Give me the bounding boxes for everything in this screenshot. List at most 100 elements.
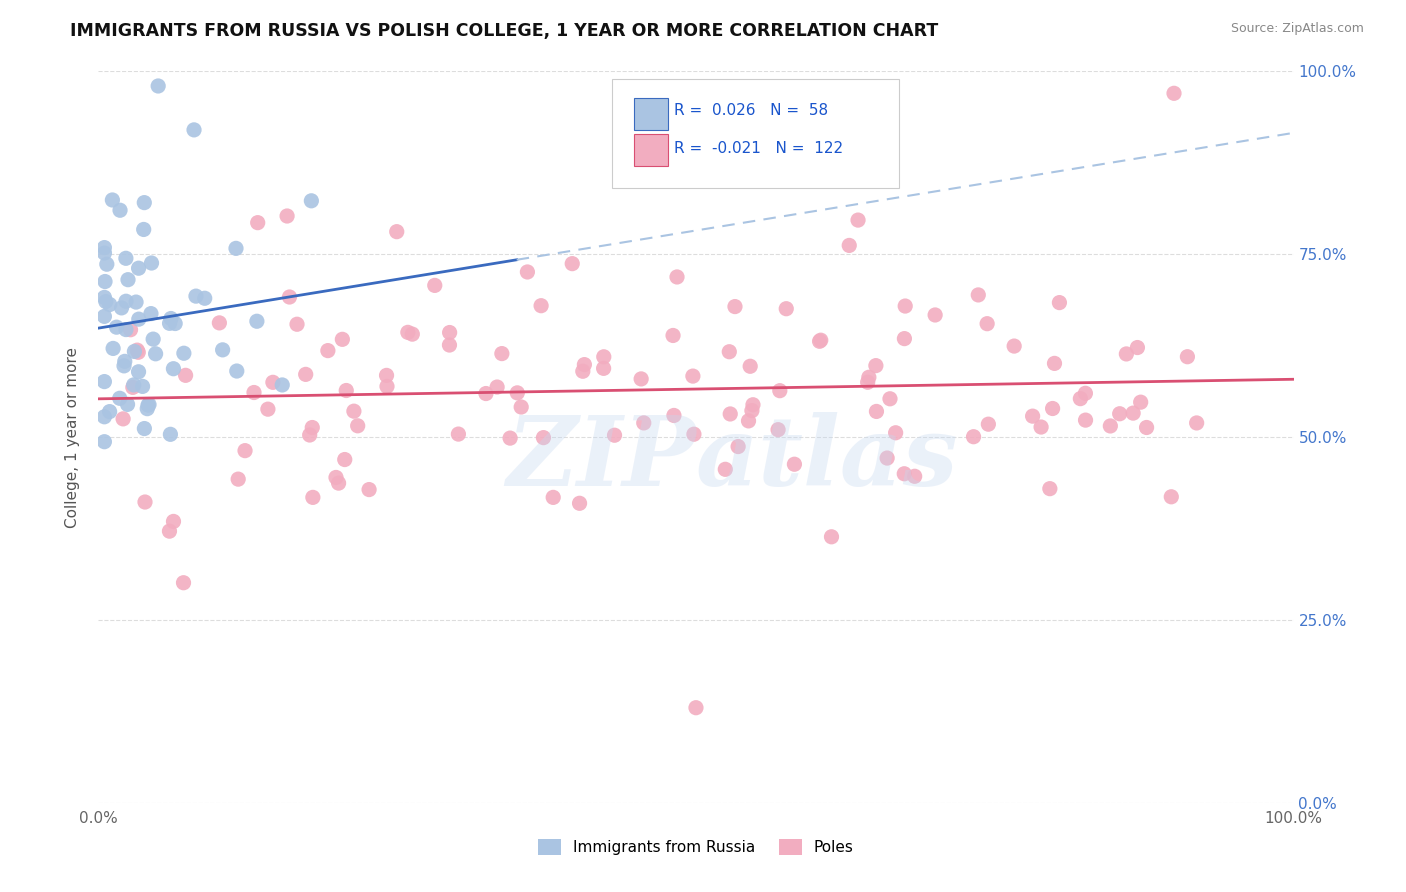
Point [530, 299, 553, 313]
Point [184, 289, 207, 303]
Point [439, 338, 461, 352]
Point [330, 332, 353, 346]
Legend: Immigrants from Russia, Poles: Immigrants from Russia, Poles [533, 833, 859, 861]
Point [1122, 406, 1144, 420]
Point [893, 467, 915, 481]
Point [630, 372, 652, 386]
Point [884, 425, 907, 440]
Point [541, 491, 564, 505]
Point [127, 343, 149, 358]
Point [112, 412, 135, 426]
Point [375, 379, 398, 393]
Point [96, 257, 118, 271]
Point [121, 380, 143, 394]
Point [299, 194, 322, 208]
Point [396, 326, 419, 340]
Point [737, 414, 759, 428]
Point [335, 384, 357, 398]
Point [246, 314, 269, 328]
Point [423, 278, 446, 293]
Point [574, 358, 596, 372]
Point [93, 241, 115, 255]
Point [561, 257, 583, 271]
Point [148, 78, 170, 93]
Point [128, 312, 150, 326]
Point [333, 452, 356, 467]
Point [302, 491, 325, 505]
Point [592, 350, 614, 364]
Point [1069, 392, 1091, 406]
Point [718, 344, 741, 359]
Point [316, 343, 339, 358]
Point [101, 342, 124, 356]
Point [1126, 341, 1149, 355]
Point [1108, 407, 1130, 421]
Point [683, 427, 706, 442]
Point [475, 386, 498, 401]
Point [294, 368, 316, 382]
Point [226, 472, 249, 486]
Point [114, 354, 136, 368]
Point [1185, 416, 1208, 430]
Point [1074, 386, 1097, 401]
Text: ZIP: ZIP [506, 412, 696, 506]
Point [160, 311, 183, 326]
Point [924, 308, 946, 322]
Point [385, 225, 408, 239]
Text: R =  0.026   N =  58: R = 0.026 N = 58 [675, 103, 828, 119]
Point [159, 316, 181, 330]
Point [876, 451, 898, 466]
Point [328, 476, 350, 491]
Point [174, 368, 197, 383]
Point [1042, 401, 1064, 416]
FancyBboxPatch shape [634, 98, 668, 130]
Point [662, 409, 685, 423]
Point [120, 323, 142, 337]
Point [1115, 347, 1137, 361]
Point [105, 320, 128, 334]
Point [977, 417, 1000, 432]
Point [516, 265, 538, 279]
Point [94, 275, 117, 289]
Point [225, 241, 247, 255]
Point [685, 700, 707, 714]
Point [112, 359, 135, 373]
Point [742, 398, 765, 412]
Point [1177, 350, 1199, 364]
Point [856, 376, 879, 390]
Point [447, 427, 470, 442]
Point [117, 397, 139, 411]
Point [136, 401, 159, 416]
Point [298, 428, 321, 442]
Point [138, 398, 160, 412]
Point [740, 359, 762, 374]
Point [820, 530, 842, 544]
Point [94, 294, 117, 309]
Point [141, 256, 163, 270]
Point [879, 392, 901, 406]
Text: R =  -0.021   N =  122: R = -0.021 N = 122 [675, 141, 844, 156]
Point [592, 361, 614, 376]
Point [375, 368, 398, 383]
Point [506, 385, 529, 400]
Point [115, 252, 138, 266]
Point [117, 273, 139, 287]
Point [93, 375, 115, 389]
Point [162, 515, 184, 529]
Point [491, 346, 513, 360]
Point [93, 434, 115, 449]
Point [134, 421, 156, 435]
Point [893, 332, 915, 346]
Point [127, 345, 149, 359]
Point [766, 423, 789, 437]
Point [257, 402, 280, 417]
Point [211, 343, 233, 357]
Point [1074, 413, 1097, 427]
Point [115, 294, 138, 309]
Point [838, 238, 860, 252]
Point [173, 575, 195, 590]
Point [499, 431, 522, 445]
Point [159, 427, 181, 442]
Point [904, 469, 927, 483]
Point [246, 216, 269, 230]
